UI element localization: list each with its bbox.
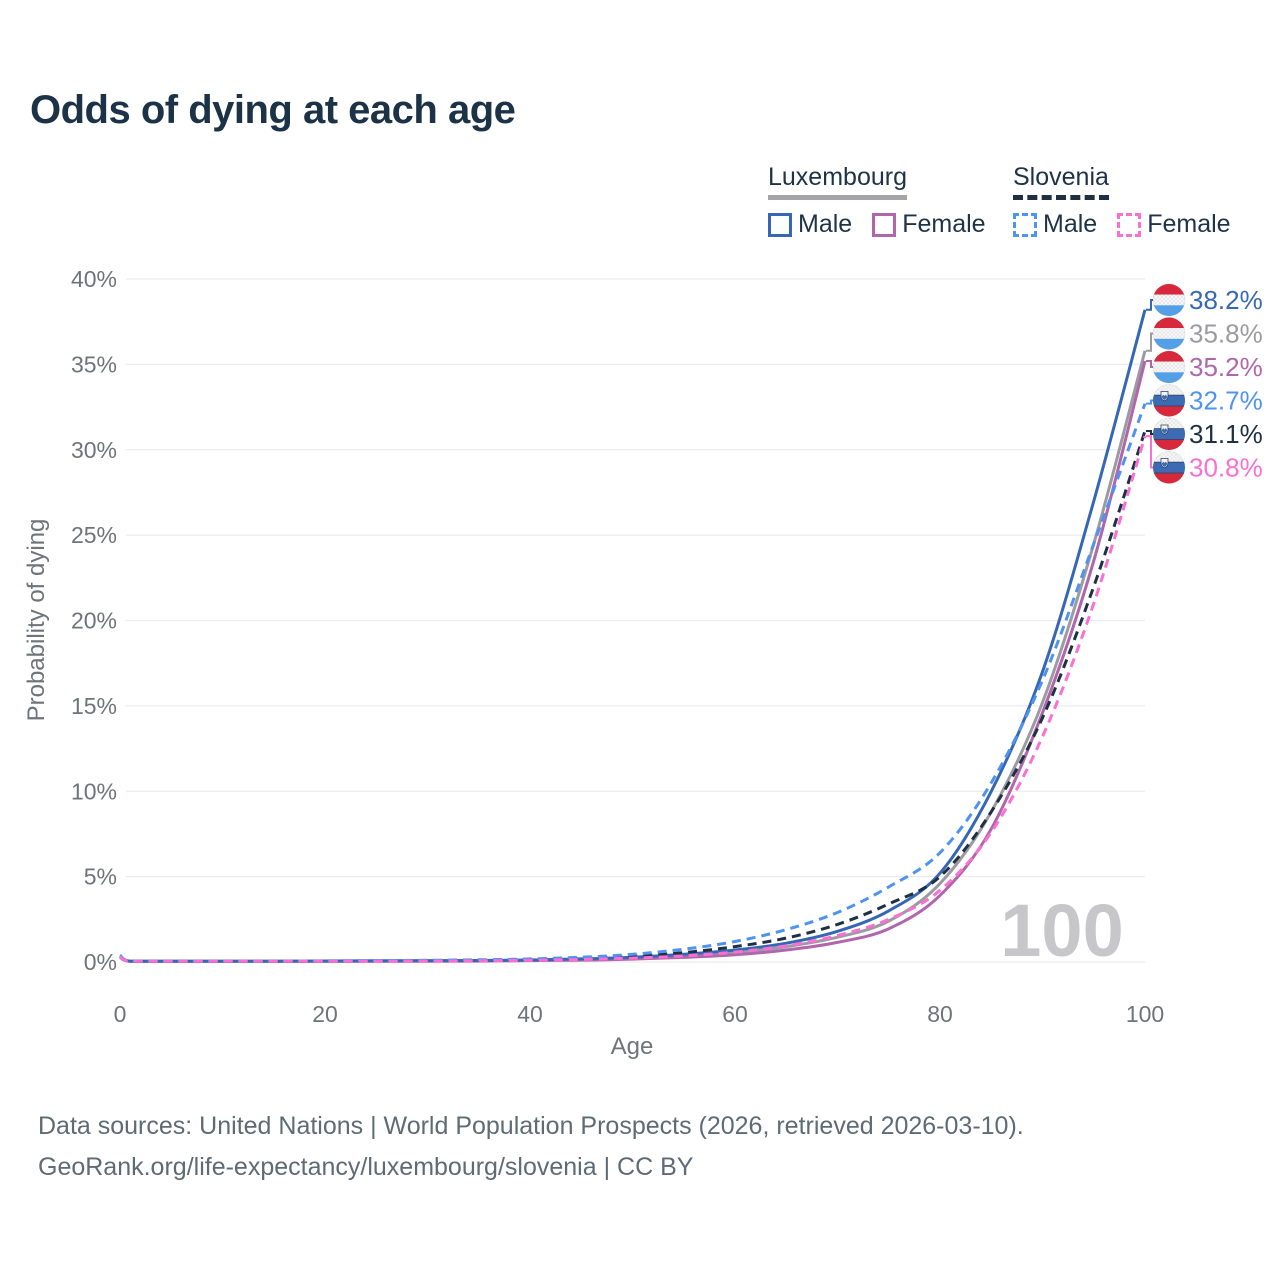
end-value-label: 35.8% xyxy=(1189,319,1263,349)
swatch-luxembourg-female xyxy=(872,212,897,237)
legend-item-slovenia-female[interactable]: Female xyxy=(1117,210,1231,239)
y-axis-title: Probability of dying xyxy=(23,519,50,722)
y-tick-label: 10% xyxy=(71,778,117,804)
end-value-label: 35.2% xyxy=(1189,352,1263,382)
curve-luxembourg xyxy=(119,350,1147,963)
curve-luxembourg-female xyxy=(119,360,1147,963)
x-tick-label: 100 xyxy=(1126,1001,1164,1027)
luxembourg-flag-icon xyxy=(1152,283,1186,317)
y-tick-label: 20% xyxy=(71,608,117,634)
curve-slovenia xyxy=(119,430,1147,963)
legend-country-luxembourg[interactable]: Luxembourg xyxy=(768,163,907,200)
legend-country-label: Luxembourg xyxy=(768,163,907,191)
legend-item-label: Male xyxy=(798,210,853,238)
swatch-luxembourg-male xyxy=(768,212,792,237)
data-sources-text: Data sources: United Nations | World Pop… xyxy=(38,1112,1024,1140)
source-url-text[interactable]: GeoRank.org/life-expectancy/luxembourg/s… xyxy=(38,1153,694,1181)
footer: Data sources: United Nations | World Pop… xyxy=(38,1106,1024,1188)
curve-luxembourg-male xyxy=(119,309,1147,963)
x-axis-title: Age xyxy=(611,1033,654,1060)
slovenia-flag-icon xyxy=(1152,417,1186,451)
end-value-label: 38.2% xyxy=(1189,285,1263,315)
legend-item-luxembourg-male[interactable]: Male xyxy=(768,210,852,239)
x-tick-label: 80 xyxy=(927,1001,953,1027)
x-tick-label: 40 xyxy=(517,1001,543,1027)
slovenia-flag-icon xyxy=(1152,384,1186,417)
y-tick-label: 15% xyxy=(71,693,117,719)
y-tick-label: 25% xyxy=(71,522,117,548)
legend-group-slovenia: Slovenia Male Female xyxy=(1013,163,1251,239)
y-tick-label: 40% xyxy=(71,266,117,292)
page-title: Odds of dying at each age xyxy=(30,88,516,132)
x-tick-label: 20 xyxy=(312,1001,338,1027)
end-value-label: 31.1% xyxy=(1189,419,1263,449)
end-value-label: 30.8% xyxy=(1189,453,1263,483)
legend-item-luxembourg-female[interactable]: Female xyxy=(872,210,986,239)
curve-slovenia-male xyxy=(119,403,1147,963)
luxembourg-flag-icon xyxy=(1152,317,1186,350)
y-tick-label: 5% xyxy=(84,864,117,890)
x-tick-label: 0 xyxy=(114,1001,127,1027)
legend-country-label: Slovenia xyxy=(1013,163,1109,191)
legend-country-slovenia[interactable]: Slovenia xyxy=(1013,163,1109,200)
swatch-slovenia-male xyxy=(1013,212,1037,237)
x-tick-label: 60 xyxy=(722,1001,748,1027)
y-tick-label: 30% xyxy=(71,437,117,463)
legend-group-luxembourg: Luxembourg Male Female xyxy=(768,163,1006,239)
curve-slovenia-female xyxy=(119,435,1147,963)
age-watermark: 100 xyxy=(1000,889,1123,972)
luxembourg-flag-icon xyxy=(1152,350,1186,384)
y-tick-label: 35% xyxy=(71,351,117,377)
legend-item-label: Female xyxy=(902,210,986,238)
end-value-label: 32.7% xyxy=(1189,386,1263,416)
swatch-slovenia-female xyxy=(1117,212,1142,237)
slovenia-flag-icon xyxy=(1152,451,1186,484)
legend-item-slovenia-male[interactable]: Male xyxy=(1013,210,1097,239)
y-tick-label: 0% xyxy=(84,949,117,975)
legend-item-label: Male xyxy=(1043,210,1098,238)
legend-item-label: Female xyxy=(1147,210,1231,238)
